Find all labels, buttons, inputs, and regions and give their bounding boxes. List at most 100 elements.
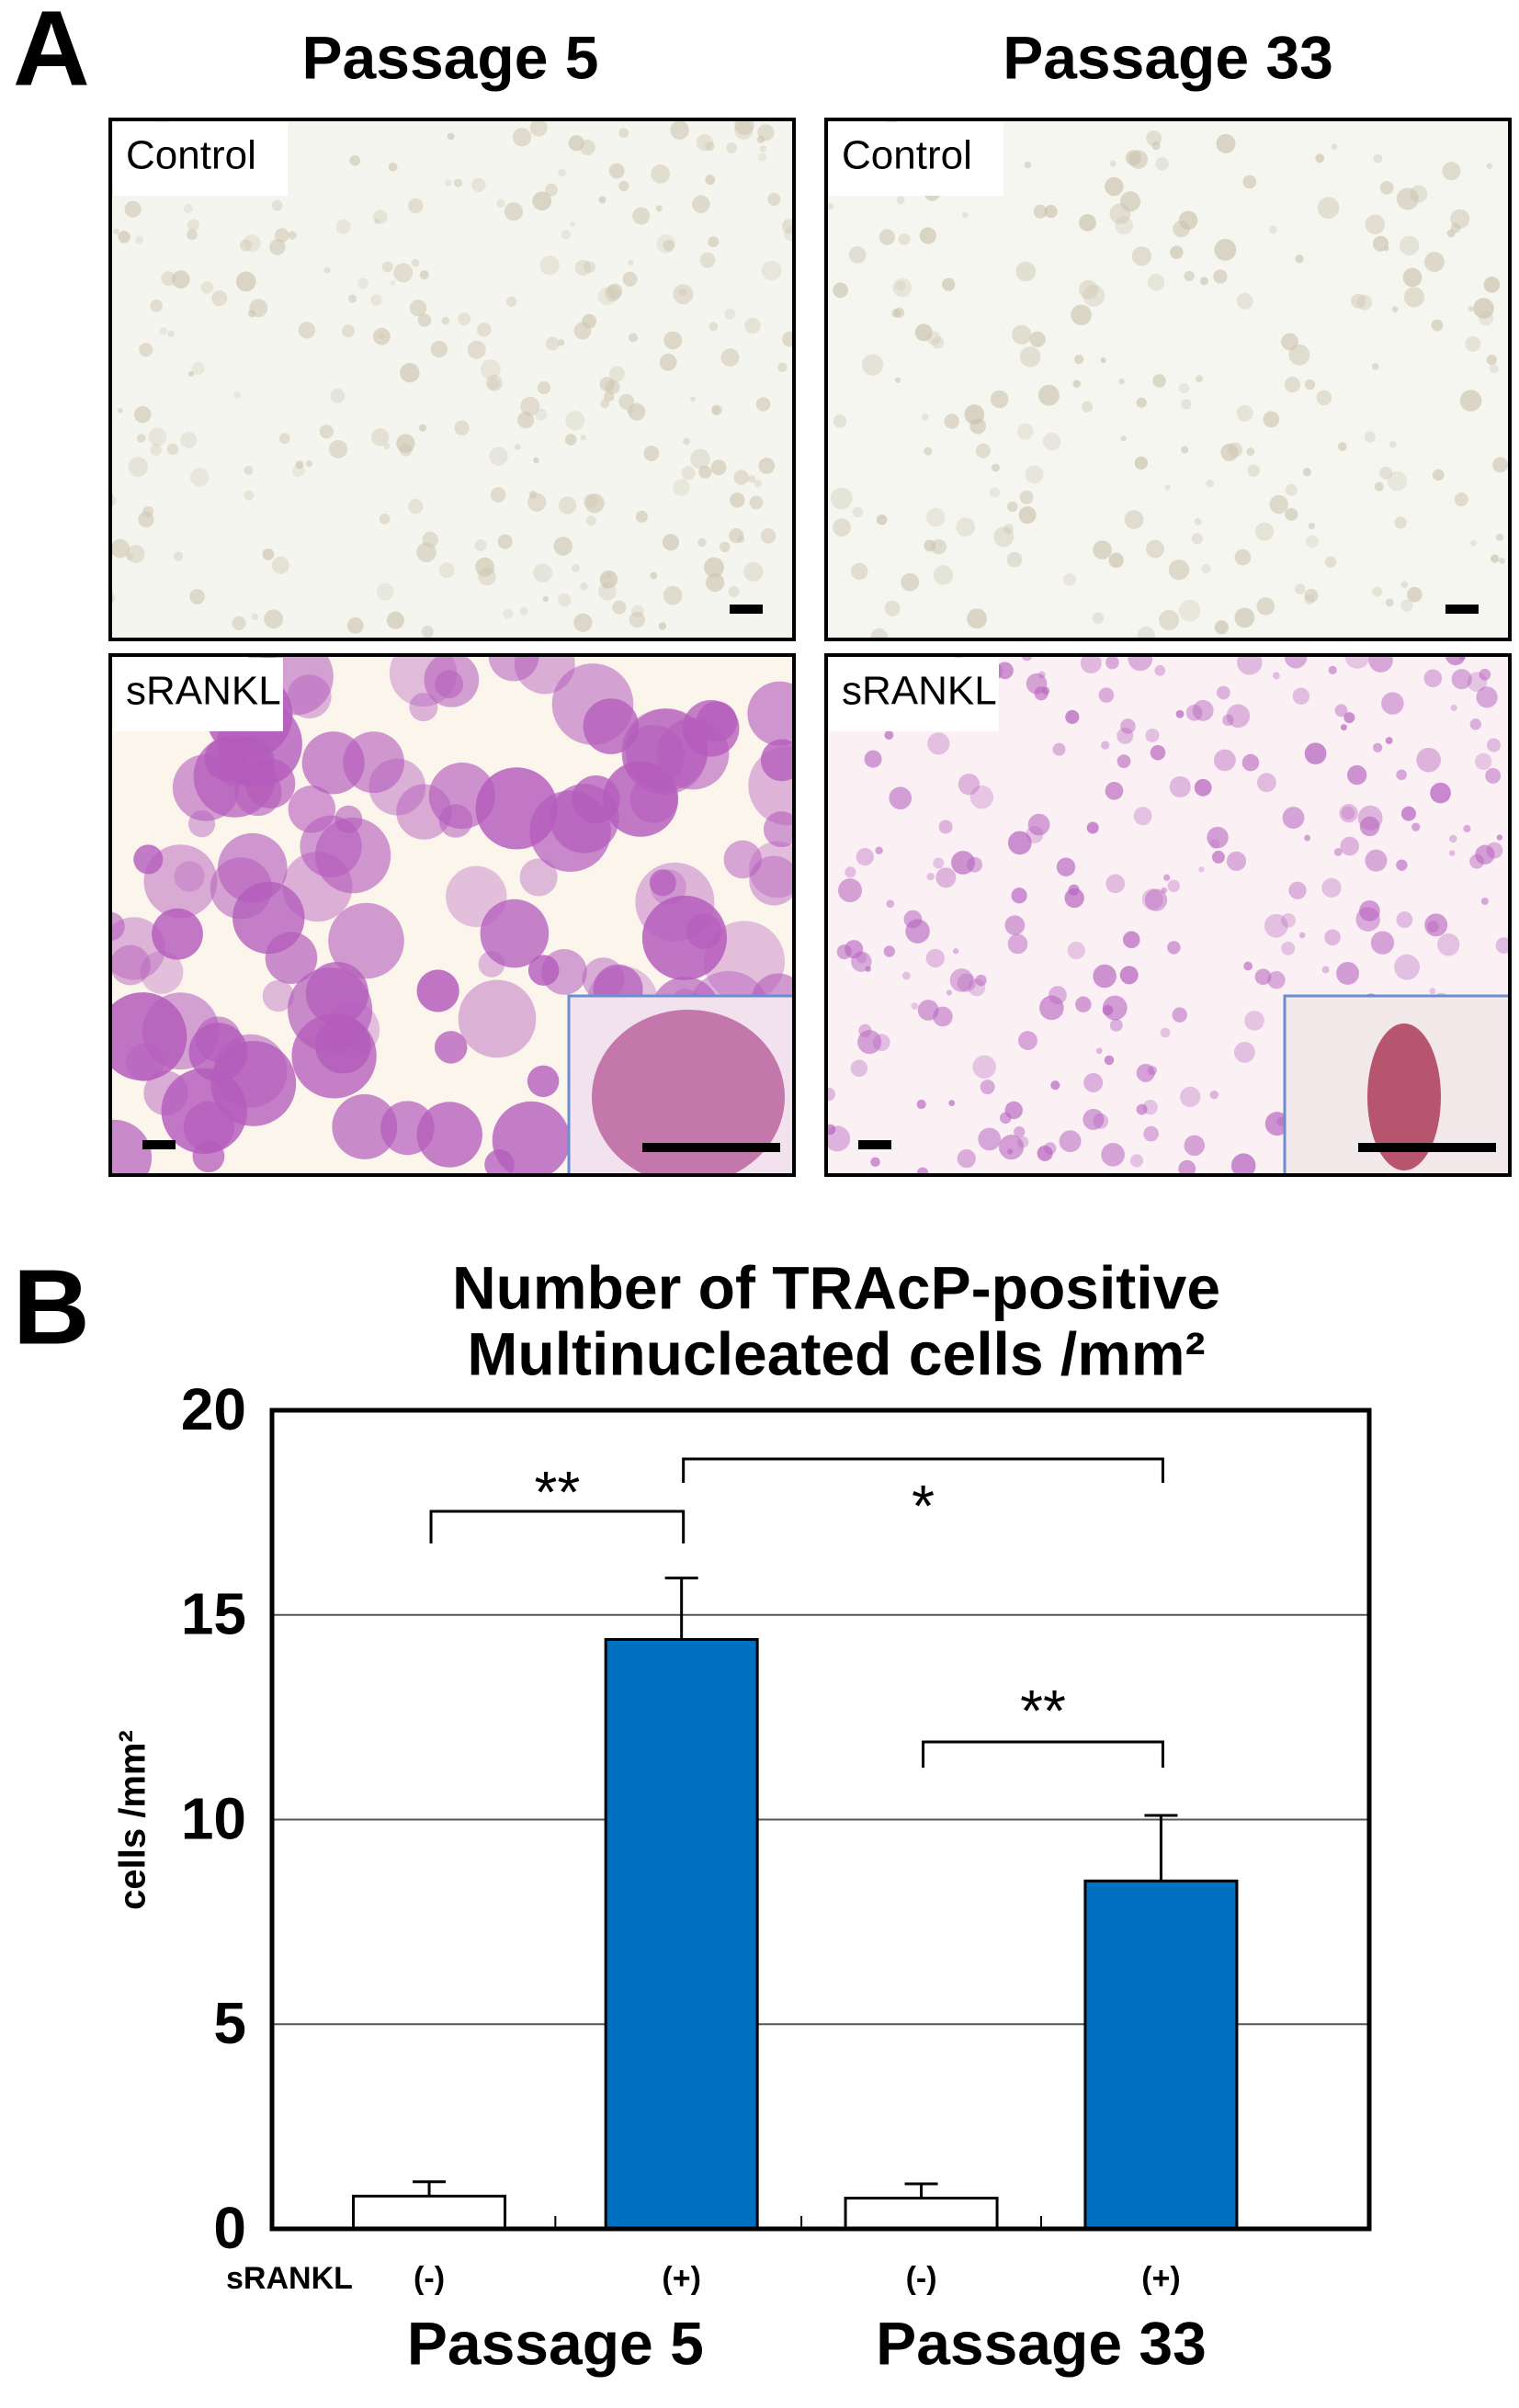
cell bbox=[635, 510, 648, 523]
cell bbox=[1483, 277, 1501, 293]
cell bbox=[967, 608, 988, 629]
cell bbox=[553, 537, 573, 556]
cell bbox=[244, 490, 255, 501]
cell bbox=[1465, 335, 1481, 352]
cell bbox=[784, 226, 794, 242]
cell bbox=[1459, 390, 1482, 412]
cell bbox=[173, 551, 184, 561]
cell bbox=[1093, 540, 1112, 560]
cell bbox=[381, 261, 393, 273]
cell bbox=[618, 128, 629, 139]
cell bbox=[1007, 933, 1028, 955]
cell bbox=[409, 693, 438, 722]
cell bbox=[126, 1043, 164, 1082]
cell bbox=[1025, 465, 1044, 484]
cell bbox=[1098, 687, 1115, 703]
cell bbox=[232, 616, 246, 630]
cell bbox=[1285, 507, 1298, 521]
cell bbox=[1411, 822, 1421, 831]
cell bbox=[288, 786, 336, 833]
cell bbox=[1086, 821, 1099, 834]
cell bbox=[174, 861, 205, 892]
label-box bbox=[829, 122, 1003, 196]
cell bbox=[681, 466, 696, 480]
cell bbox=[628, 402, 646, 421]
cell bbox=[1244, 1011, 1264, 1031]
cell bbox=[497, 534, 513, 549]
cell bbox=[265, 932, 318, 984]
cell bbox=[419, 270, 429, 280]
cell bbox=[1399, 235, 1420, 256]
cell bbox=[1172, 1007, 1187, 1023]
cell bbox=[862, 354, 884, 376]
bar bbox=[604, 1637, 759, 2231]
cell bbox=[870, 1157, 880, 1168]
cell bbox=[1216, 685, 1230, 700]
cell bbox=[1033, 204, 1048, 219]
cell bbox=[1371, 363, 1379, 370]
cell bbox=[535, 408, 548, 421]
cell bbox=[1184, 270, 1195, 282]
cell bbox=[515, 444, 521, 450]
cell bbox=[1146, 539, 1164, 559]
cell bbox=[1256, 597, 1275, 616]
cell bbox=[191, 361, 205, 375]
cell bbox=[1015, 261, 1037, 282]
cell bbox=[418, 424, 427, 432]
cell bbox=[1385, 737, 1393, 745]
cell bbox=[323, 266, 331, 274]
cell bbox=[128, 457, 149, 477]
cell bbox=[760, 528, 777, 544]
cell bbox=[972, 1055, 996, 1079]
cell bbox=[411, 258, 420, 267]
cell bbox=[150, 444, 163, 457]
cell bbox=[864, 750, 882, 768]
cell bbox=[1164, 484, 1171, 491]
cell bbox=[1364, 431, 1376, 443]
cell bbox=[545, 336, 560, 351]
cell bbox=[749, 855, 794, 906]
cell bbox=[441, 316, 450, 325]
cell bbox=[1220, 443, 1239, 461]
cell bbox=[458, 312, 471, 326]
cell bbox=[1339, 803, 1358, 823]
cell bbox=[931, 538, 947, 555]
cell bbox=[190, 468, 210, 487]
cell bbox=[650, 571, 658, 580]
cell bbox=[1304, 834, 1311, 842]
cell bbox=[830, 487, 853, 510]
cell bbox=[980, 1080, 995, 1095]
cell bbox=[1269, 494, 1288, 514]
cell bbox=[582, 313, 596, 329]
cell bbox=[896, 196, 905, 205]
cell bbox=[1199, 277, 1208, 286]
cell bbox=[1334, 704, 1348, 718]
cell bbox=[1115, 216, 1134, 235]
cell bbox=[1073, 354, 1084, 365]
cell bbox=[143, 844, 218, 919]
panel-b: B Number of TRAcP-positiveMultinucleated … bbox=[13, 1248, 1372, 2377]
cell bbox=[301, 731, 365, 795]
cell bbox=[728, 586, 740, 598]
cell bbox=[347, 294, 357, 303]
cell bbox=[1304, 379, 1316, 390]
cell bbox=[1469, 718, 1482, 730]
cell bbox=[1016, 423, 1034, 440]
cell bbox=[550, 784, 619, 854]
cell bbox=[759, 145, 766, 153]
cell bbox=[1071, 304, 1092, 326]
cell bbox=[1136, 1103, 1148, 1115]
cell bbox=[564, 434, 577, 446]
cell bbox=[856, 848, 874, 866]
cell bbox=[901, 572, 920, 592]
group-label: Passage 33 bbox=[876, 2309, 1207, 2377]
cell bbox=[696, 134, 714, 152]
cell bbox=[376, 582, 394, 601]
cell bbox=[167, 330, 175, 337]
cell bbox=[782, 331, 794, 347]
cell bbox=[421, 625, 434, 639]
cell bbox=[1491, 554, 1500, 563]
cell bbox=[409, 300, 427, 317]
cell bbox=[519, 606, 528, 616]
cell bbox=[1423, 669, 1443, 688]
